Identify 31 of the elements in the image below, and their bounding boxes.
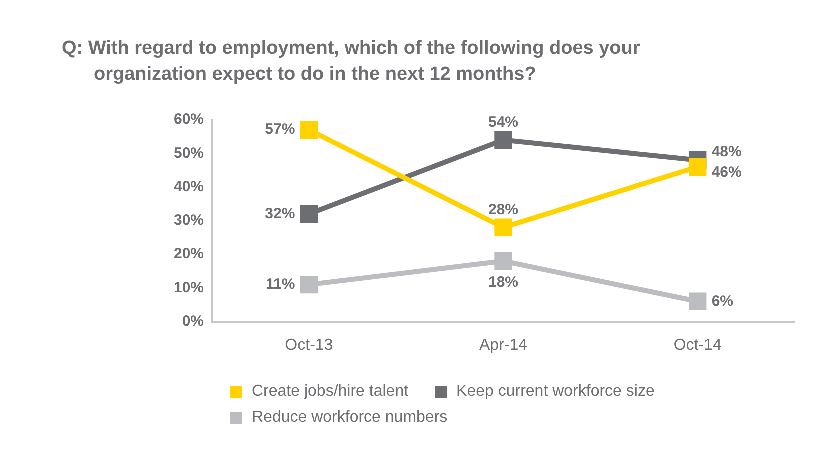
data-label: 28% [488, 201, 519, 218]
data-label: 11% [266, 276, 296, 293]
legend-label: Keep current workforce size [456, 383, 655, 401]
x-tick-label: Apr-14 [479, 336, 528, 354]
x-tick-label: Oct-13 [285, 336, 334, 354]
chart-title: Q: With regard to employment, which of the following does your organization expect to do in the next 12 months? [62, 37, 642, 87]
point [494, 131, 512, 150]
data-label: 6% [712, 292, 734, 310]
point [494, 218, 512, 236]
y-tick-label: 10% [174, 279, 204, 296]
point [300, 276, 318, 294]
data-label: 54% [488, 114, 519, 131]
y-tick-label: 30% [174, 212, 204, 230]
point [688, 158, 707, 176]
x-tick-label: Oct-14 [674, 336, 722, 354]
data-label: 18% [488, 274, 519, 291]
y-tick-label: 40% [174, 178, 204, 196]
data-label: 48% [712, 144, 742, 160]
y-tick-label: 60% [174, 111, 204, 128]
legend-label: Create jobs/hire talent [252, 383, 409, 401]
point [688, 292, 707, 310]
y-tick-label: 50% [174, 144, 204, 162]
data-label: 32% [265, 205, 296, 222]
y-tick-label: 20% [174, 246, 204, 263]
point [494, 252, 512, 270]
y-tick-label: 0% [182, 312, 204, 330]
point [300, 205, 318, 224]
data-label: 57% [265, 121, 296, 138]
point [300, 121, 318, 139]
legend-label: Reduce workforce numbers [252, 409, 448, 427]
data-label: 46% [712, 164, 742, 182]
